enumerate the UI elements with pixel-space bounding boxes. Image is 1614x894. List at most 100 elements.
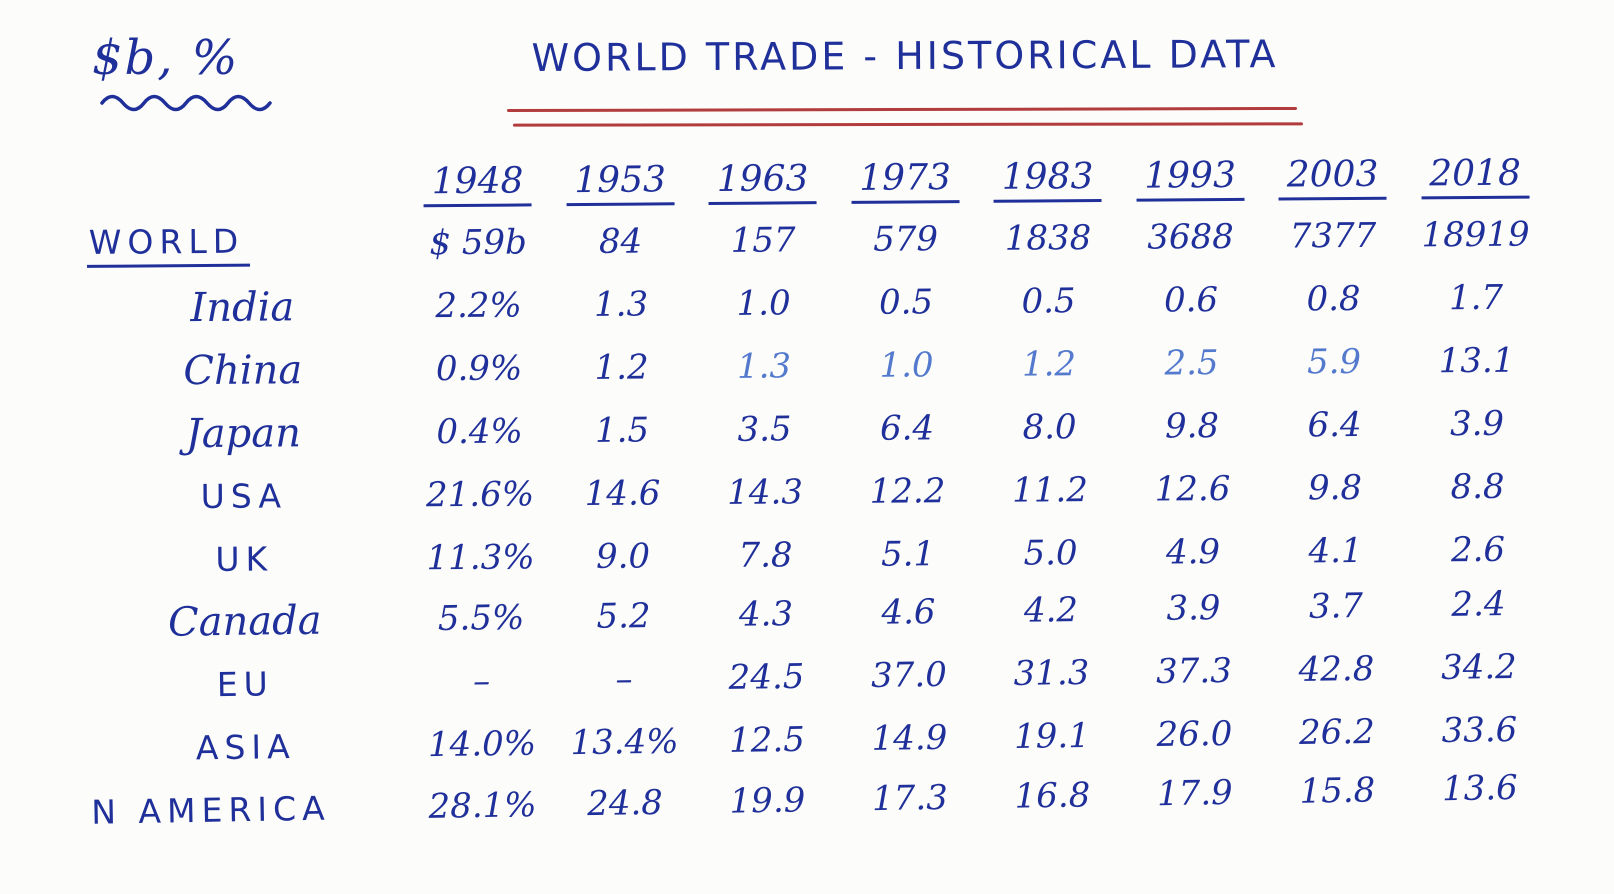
table-cell: – bbox=[472, 660, 491, 701]
table-row-india: India 2.2% 1.3 1.0 0.5 0.5 0.6 0.8 1.7 bbox=[77, 265, 1547, 340]
column-header-2003: 2003 bbox=[1278, 153, 1387, 201]
table-row-usa: USA 21.6% 14.6 14.3 12.2 11.2 12.6 9.8 8… bbox=[79, 454, 1549, 529]
title-group: WORLD TRADE - HISTORICAL DATA bbox=[505, 32, 1305, 127]
table-cell: 24.5 bbox=[728, 656, 805, 698]
column-header-2018: 2018 bbox=[1421, 152, 1530, 200]
table-cell: 28.1% bbox=[428, 784, 537, 827]
table-cell: 579 bbox=[872, 218, 939, 260]
table-cell: 4.3 bbox=[738, 593, 794, 635]
column-header-1993: 1993 bbox=[1136, 154, 1245, 202]
table-cell: 2.2% bbox=[435, 285, 522, 326]
table-cell: 2.4 bbox=[1451, 583, 1506, 625]
table-cell: 12.6 bbox=[1154, 468, 1231, 510]
table-cell: 0.5 bbox=[1021, 280, 1076, 322]
table-cell: China bbox=[78, 346, 408, 395]
table-cell: Canada bbox=[80, 596, 411, 647]
table-cell: 3.5 bbox=[737, 408, 792, 450]
row-label-india: India bbox=[190, 283, 295, 331]
table-cell: 1963 bbox=[691, 158, 834, 206]
table-cell: 14.0% bbox=[427, 723, 537, 765]
table-cell: 3.9 bbox=[1449, 403, 1505, 444]
table-cell: – bbox=[615, 658, 633, 700]
table-cell: 9.8 bbox=[1164, 405, 1220, 446]
title-underline-top bbox=[506, 106, 1298, 113]
table-cell: 4.2 bbox=[1023, 589, 1079, 631]
unit-label: $b, % bbox=[92, 30, 240, 86]
table-cell: 12.5 bbox=[728, 719, 806, 761]
table-cell: 0.8 bbox=[1306, 278, 1361, 319]
column-header-1963: 1963 bbox=[708, 158, 817, 206]
table-cell: UK bbox=[79, 538, 409, 581]
table-cell: 1948 bbox=[406, 160, 549, 208]
data-table: 1948 1953 1963 1973 1983 1993 2003 2018 … bbox=[76, 124, 1552, 844]
table-cell: 11.3% bbox=[426, 536, 535, 578]
table-cell: 4.6 bbox=[881, 591, 936, 633]
table-cell: 1953 bbox=[549, 159, 692, 207]
table-cell: 16.8 bbox=[1014, 774, 1091, 817]
table-cell: 8.0 bbox=[1022, 406, 1077, 448]
table-cell: 13.6 bbox=[1441, 767, 1519, 809]
table-cell: 5.0 bbox=[1023, 532, 1078, 574]
table-cell: 21.6% bbox=[425, 473, 535, 515]
table-cell: 17.9 bbox=[1156, 772, 1234, 814]
table-cell: 26.2 bbox=[1298, 711, 1376, 753]
table-cell: 5.1 bbox=[880, 533, 936, 575]
table-cell: 26.0 bbox=[1156, 713, 1233, 755]
table-cell: 33.6 bbox=[1441, 709, 1518, 751]
column-header-1953: 1953 bbox=[566, 159, 675, 207]
table-cell: N AMERICA bbox=[81, 787, 412, 833]
table-cell: 2018 bbox=[1404, 152, 1547, 200]
table-cell: 0.5 bbox=[878, 281, 934, 323]
table-cell: 0.4% bbox=[436, 411, 523, 452]
table-cell: 1.3 bbox=[593, 284, 649, 325]
table-cell: 157 bbox=[730, 219, 796, 261]
table-row-china: China 0.9% 1.2 1.3 1.0 1.2 2.5 5.9 13.1 bbox=[78, 328, 1548, 403]
table-cell: 0.6 bbox=[1163, 279, 1219, 320]
table-header-row: 1948 1953 1963 1973 1983 1993 2003 2018 bbox=[76, 124, 1547, 214]
row-label-n-america: N AMERICA bbox=[90, 788, 331, 832]
table-cell: 1.2 bbox=[1021, 343, 1077, 385]
column-header-1973: 1973 bbox=[851, 157, 960, 204]
table-cell: 8.8 bbox=[1450, 466, 1505, 507]
table-cell: 37.3 bbox=[1155, 650, 1233, 692]
header-spacer bbox=[77, 207, 407, 210]
table-cell: 6.4 bbox=[1307, 404, 1362, 445]
table-cell: 24.8 bbox=[586, 782, 664, 824]
table-cell: 14.3 bbox=[727, 471, 804, 513]
table-cell: 15.8 bbox=[1299, 769, 1376, 812]
row-label-asia: ASIA bbox=[195, 726, 296, 767]
unit-label-group: $b, % bbox=[92, 30, 278, 112]
table-cell: 5.2 bbox=[596, 595, 651, 637]
table-cell: India bbox=[77, 283, 407, 332]
row-label-canada: Canada bbox=[167, 597, 322, 646]
table-cell: 7377 bbox=[1289, 215, 1377, 256]
table-cell: 5.5% bbox=[437, 597, 525, 639]
row-label-eu: EU bbox=[216, 663, 275, 704]
table-cell: 7.8 bbox=[738, 534, 793, 576]
table-cell: EU bbox=[80, 662, 411, 707]
table-cell: 1.5 bbox=[594, 410, 650, 451]
table-cell: ASIA bbox=[81, 725, 412, 770]
table-cell: 13.1 bbox=[1438, 340, 1515, 381]
wavy-underline bbox=[100, 94, 272, 112]
row-label-japan: Japan bbox=[185, 409, 302, 457]
table-cell: 11.2 bbox=[1012, 469, 1089, 511]
table-cell: 42.8 bbox=[1298, 648, 1375, 690]
table-cell: 6.4 bbox=[879, 407, 935, 449]
table-cell: 1983 bbox=[976, 155, 1119, 203]
row-label-world: WORLD bbox=[86, 221, 251, 268]
table-cell: 2.6 bbox=[1450, 529, 1506, 570]
table-cell: 3.7 bbox=[1308, 585, 1364, 627]
table-cell: 1973 bbox=[834, 157, 977, 204]
table-cell: 12.2 bbox=[869, 470, 946, 512]
table-cell: 4.1 bbox=[1308, 530, 1363, 571]
table-row-world: WORLD $ 59b 84 157 579 1838 3688 7377 18… bbox=[77, 202, 1547, 277]
table-cell: 1.3 bbox=[736, 345, 792, 387]
table-cell: 1.0 bbox=[736, 282, 791, 324]
column-header-1948: 1948 bbox=[423, 160, 532, 208]
table-cell: 14.9 bbox=[871, 717, 948, 759]
row-label-china: China bbox=[183, 346, 303, 394]
table-cell: 9.8 bbox=[1307, 467, 1363, 508]
table-cell: 84 bbox=[598, 221, 643, 262]
